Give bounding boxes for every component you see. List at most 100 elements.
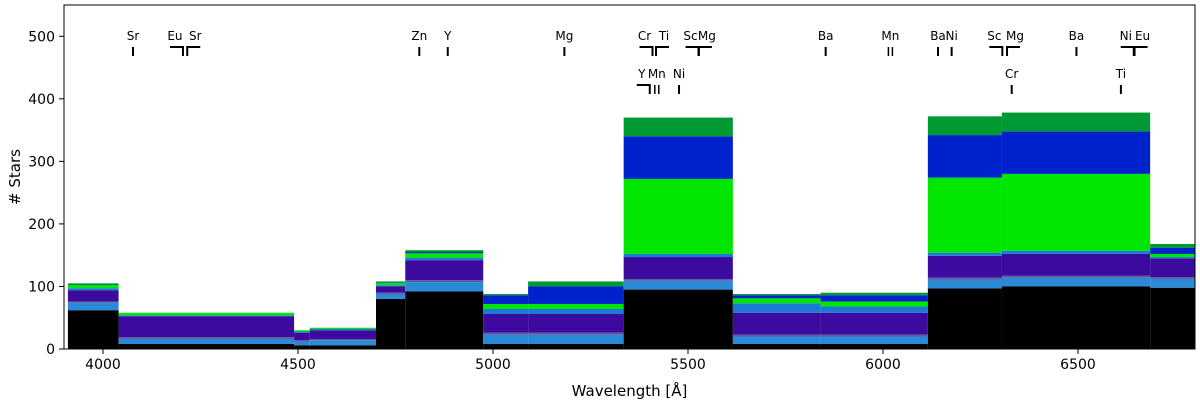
segment-9 — [732, 293, 821, 349]
segment-5 — [405, 250, 484, 349]
segment-10-layer-2 — [820, 334, 928, 337]
line-id-ni-16: Ni — [945, 29, 958, 56]
line-id-label: Sr — [189, 29, 202, 43]
segment-3-layer-0 — [309, 345, 376, 349]
segment-8-layer-0 — [623, 289, 733, 349]
segment-4-layer-0 — [376, 298, 406, 349]
line-id-mg-18: Mg — [1006, 29, 1024, 56]
segment-7-layer-7 — [528, 281, 624, 287]
line-id-y-10: Y — [636, 67, 651, 94]
line-id-mn-11: Mn — [648, 67, 666, 94]
segment-1-layer-4 — [118, 315, 295, 317]
segment-0-layer-1 — [67, 302, 119, 311]
segment-8-layer-3 — [623, 257, 733, 279]
line-id-cr-6: Cr — [638, 29, 654, 56]
segment-10 — [820, 292, 928, 349]
segment-0-layer-7 — [67, 283, 119, 284]
segment-0-layer-0 — [67, 310, 119, 349]
segment-8-layer-2 — [623, 278, 733, 281]
segment-2-layer-1 — [294, 341, 310, 346]
segment-10-layer-4 — [820, 306, 928, 313]
line-id-label: Sc — [987, 29, 1001, 43]
segment-9-layer-0 — [732, 343, 821, 349]
x-axis: 4000 4500 5000 5500 6000 6500 — [85, 349, 1096, 373]
y-axis-label: # Stars — [6, 149, 24, 205]
line-id-label: Mg — [1006, 29, 1024, 43]
segment-9-layer-6 — [732, 295, 821, 299]
segment-0-layer-3 — [67, 290, 119, 302]
segment-5-layer-1 — [405, 282, 484, 292]
segment-13-layer-0 — [1150, 287, 1195, 349]
line-id-label: Ni — [673, 67, 685, 81]
segment-7-layer-2 — [528, 332, 624, 335]
segment-11-layer-5 — [927, 177, 1002, 253]
line-id-y-4: Y — [443, 29, 452, 56]
x-tick-label-4500: 4500 — [280, 357, 316, 373]
segment-4-layer-3 — [376, 286, 406, 293]
segment-8-layer-5 — [623, 178, 733, 254]
segment-13 — [1150, 243, 1195, 349]
segment-10-layer-3 — [820, 312, 928, 335]
segment-5-layer-2 — [405, 280, 484, 283]
line-id-label: Mn — [881, 29, 899, 43]
segment-4-layer-4 — [376, 285, 406, 287]
segment-4-layer-6 — [376, 282, 406, 283]
segment-6-layer-1 — [483, 334, 529, 344]
segment-2-layer-5 — [294, 330, 310, 332]
segment-12-layer-7 — [1001, 112, 1151, 132]
segment-9-layer-2 — [732, 334, 821, 337]
line-id-label: Ti — [658, 29, 669, 43]
line-id-cr-19: Cr — [1005, 67, 1018, 94]
line-id-zn-3: Zn — [411, 29, 427, 56]
segment-6 — [483, 293, 529, 349]
line-id-label: Eu — [1135, 29, 1150, 43]
line-id-label: Mg — [555, 29, 573, 43]
segment-13-layer-4 — [1150, 257, 1195, 259]
segment-2-layer-3 — [294, 332, 310, 341]
line-id-label: Y — [637, 67, 646, 81]
segment-10-layer-1 — [820, 336, 928, 344]
segment-9-layer-5 — [732, 298, 821, 304]
line-id-label: Ba — [930, 29, 946, 43]
line-id-ba-15: Ba — [930, 29, 946, 56]
segment-0-layer-6 — [67, 283, 119, 285]
segment-6-layer-3 — [483, 313, 529, 333]
segment-13-layer-6 — [1150, 247, 1195, 254]
segment-6-layer-6 — [483, 295, 529, 304]
segment-11-layer-6 — [927, 135, 1002, 178]
segment-10-layer-7 — [820, 292, 928, 296]
segment-10-layer-5 — [820, 301, 928, 307]
segment-11-layer-1 — [927, 279, 1002, 289]
segment-3-layer-5 — [309, 327, 376, 329]
segment-3 — [309, 327, 376, 349]
segment-6-layer-5 — [483, 303, 529, 309]
segment-0-layer-2 — [67, 301, 119, 303]
segment-12-layer-4 — [1001, 250, 1151, 254]
segment-7 — [528, 281, 624, 349]
segment-7-layer-1 — [528, 334, 624, 344]
line-id-eu-1: Eu — [167, 29, 184, 56]
segment-13-layer-1 — [1150, 278, 1195, 288]
line-id-label: Cr — [638, 29, 651, 43]
line-id-sc-8: Sc — [683, 29, 700, 56]
line-id-label: Ba — [818, 29, 834, 43]
line-id-label: Cr — [1005, 67, 1018, 81]
segment-9-layer-4 — [732, 303, 821, 313]
segment-12-layer-6 — [1001, 131, 1151, 174]
segment-6-layer-2 — [483, 332, 529, 335]
segment-0-layer-4 — [67, 288, 119, 291]
line-id-label: Mn — [648, 67, 666, 81]
line-id-label: Ba — [1069, 29, 1085, 43]
segment-3-layer-3 — [309, 330, 376, 339]
line-id-ti-7: Ti — [655, 29, 669, 56]
segment-4-layer-5 — [376, 282, 406, 286]
segment-11-layer-3 — [927, 255, 1002, 278]
segment-11-layer-4 — [927, 252, 1002, 256]
segment-2-layer-2 — [294, 340, 310, 342]
line-id-label: Y — [443, 29, 452, 43]
line-id-ba-13: Ba — [818, 29, 834, 56]
segment-2-layer-0 — [294, 345, 310, 349]
segment-12-layer-0 — [1001, 286, 1151, 349]
